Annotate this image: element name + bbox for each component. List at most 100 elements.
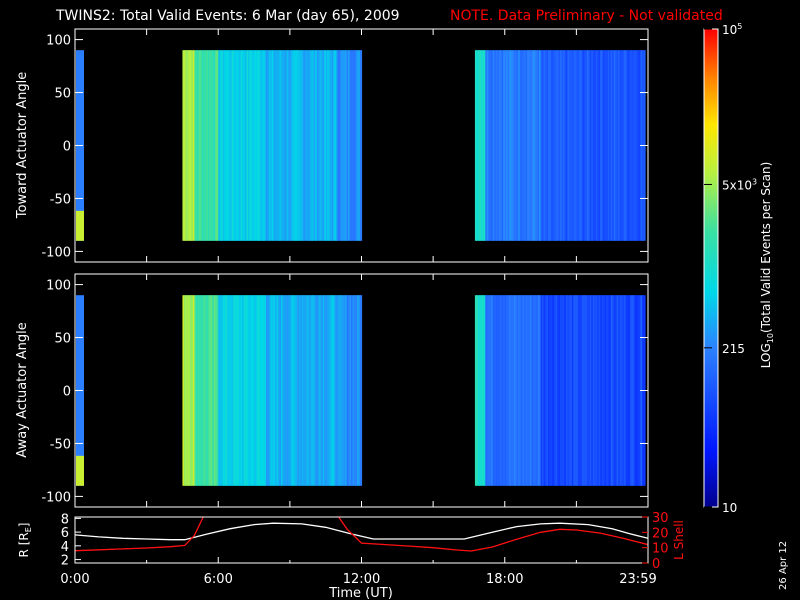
heatmap-column — [76, 210, 84, 241]
heatmap-column — [203, 50, 206, 241]
heatmap-column — [337, 50, 340, 241]
heatmap-column — [268, 50, 272, 241]
heatmap-column — [319, 50, 322, 241]
heatmap-column — [261, 50, 264, 241]
heatmap-column — [634, 50, 637, 241]
heatmap-column — [354, 50, 357, 241]
heatmap-column — [354, 295, 357, 486]
heatmap-column — [582, 295, 585, 486]
heatmap-column — [215, 295, 218, 486]
heatmap-column — [228, 50, 231, 241]
heatmap-column — [553, 295, 557, 486]
heatmap-column — [264, 50, 267, 241]
colorbar-tick-label: 215 — [722, 342, 745, 356]
heatmap-column — [294, 295, 297, 486]
heatmap-column — [524, 50, 527, 241]
heatmap-column — [630, 295, 633, 486]
heatmap-column — [561, 295, 564, 486]
heatmap-column — [518, 295, 521, 486]
heatmap-column — [336, 50, 339, 241]
heatmap-column — [592, 295, 595, 486]
heatmap-column — [576, 295, 579, 486]
heatmap-column — [286, 295, 289, 486]
heatmap-column — [477, 295, 480, 486]
heatmap-column — [358, 295, 361, 486]
heatmap-column — [263, 50, 266, 241]
heatmap-column — [221, 50, 224, 241]
heatmap-column — [540, 295, 543, 486]
heatmap-column — [543, 295, 546, 486]
heatmap-column — [236, 50, 239, 241]
heatmap-column — [346, 50, 349, 241]
heatmap-column — [206, 295, 209, 486]
heatmap-column — [216, 295, 219, 486]
heatmap-column — [283, 295, 286, 486]
heatmap-column — [266, 295, 269, 486]
heatmap-column — [474, 295, 477, 486]
heatmap-column — [594, 50, 597, 241]
heatmap-column — [282, 50, 285, 241]
heatmap-column — [509, 295, 512, 486]
heatmap-column — [270, 50, 273, 241]
heatmap-column — [577, 50, 580, 241]
heatmap-column — [337, 295, 340, 486]
heatmap-column — [621, 295, 624, 486]
heatmap-column — [239, 295, 242, 486]
heatmap-column — [252, 50, 255, 241]
heatmap-column — [542, 295, 545, 486]
heatmap-column — [334, 295, 337, 486]
heatmap-column — [267, 50, 270, 241]
heatmap-column — [330, 295, 333, 486]
heatmap-column — [588, 50, 591, 241]
heatmap-column — [619, 295, 622, 486]
heatmap-column — [248, 50, 251, 241]
heatmap-column — [567, 295, 570, 486]
heatmap-column — [360, 50, 363, 241]
heatmap-column — [237, 50, 240, 241]
heatmap-column — [615, 50, 618, 241]
heatmap-column — [542, 50, 545, 241]
heatmap-column — [260, 50, 263, 241]
heatmap-column — [637, 295, 640, 486]
heatmap-column — [595, 295, 598, 486]
heatmap-column — [182, 295, 185, 486]
heatmap-column — [503, 50, 506, 241]
away-panel: 100 50 0 -50 -100 Away Actuator Angle — [15, 273, 649, 508]
heatmap-column — [588, 295, 591, 486]
heatmap-column — [533, 50, 536, 241]
heatmap-column — [352, 50, 355, 241]
heatmap-column — [609, 50, 612, 241]
heatmap-column — [264, 295, 267, 486]
heatmap-column — [279, 50, 282, 241]
heatmap-column — [537, 50, 540, 241]
heatmap-column — [525, 295, 528, 486]
heatmap-column — [252, 295, 255, 486]
heatmap-column — [567, 50, 570, 241]
heatmap-column — [351, 50, 354, 241]
heatmap-column — [565, 50, 569, 241]
heatmap-column — [239, 50, 242, 241]
heatmap-column — [618, 295, 621, 486]
heatmap-column — [624, 50, 627, 241]
heatmap-column — [597, 50, 600, 241]
heatmap-column — [619, 50, 622, 241]
toward-heatmap — [76, 50, 646, 241]
heatmap-column — [258, 50, 261, 241]
heatmap-column — [333, 50, 336, 241]
heatmap-column — [295, 295, 298, 486]
heatmap-column — [482, 50, 485, 241]
heatmap-column — [630, 50, 633, 241]
heatmap-column — [212, 295, 215, 486]
heatmap-column — [210, 295, 213, 486]
heatmap-column — [556, 295, 560, 486]
time-tick-label: 23:59 — [619, 572, 656, 587]
heatmap-column — [300, 50, 303, 241]
heatmap-column — [222, 295, 225, 486]
heatmap-column — [531, 50, 534, 241]
r-axis-label-sub: E — [24, 527, 33, 532]
heatmap-column — [186, 50, 190, 241]
colorbar-label-main: LOG — [759, 343, 773, 368]
heatmap-column — [306, 50, 309, 241]
heatmap-column — [546, 295, 549, 486]
r-axis-label-close: ] — [17, 523, 31, 528]
